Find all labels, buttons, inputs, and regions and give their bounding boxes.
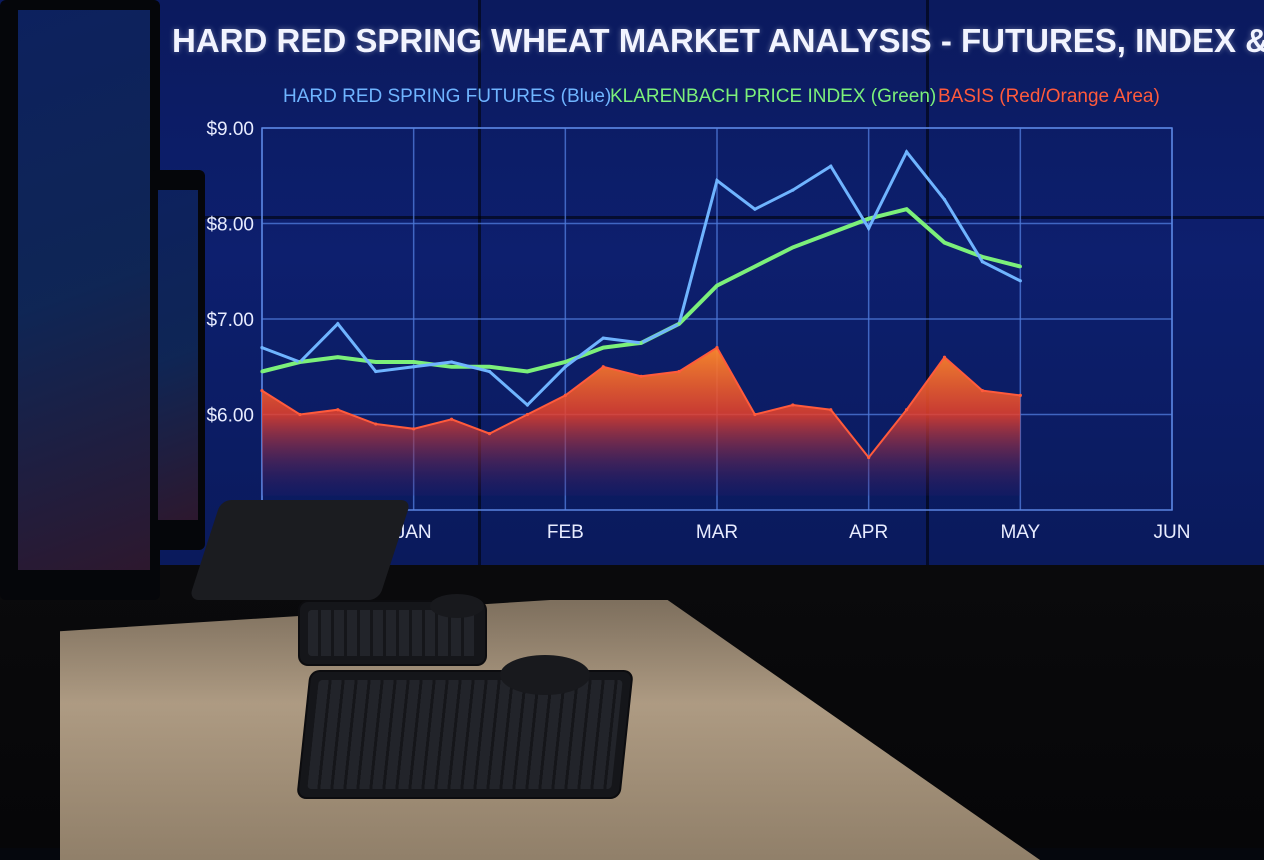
index-point [904,207,909,211]
y-tick-label: $9.00 [206,119,254,140]
futures-point [829,164,833,168]
legend-basis: BASIS (Red/Orange Area) [938,86,1160,107]
y-tick-label: $6.00 [206,406,254,427]
futures-line [261,149,1021,408]
x-tick-label: JAN [396,522,432,543]
chart-title: HARD RED SPRING WHEAT MARKET ANALYSIS - … [172,22,1264,59]
x-tick-label: JUN [1154,522,1191,543]
basis-area [262,347,1021,496]
keyboard-front[interactable] [298,672,632,797]
index-point [412,360,416,364]
monitor-screen [18,10,150,570]
index-point [601,346,605,350]
index-point [677,322,681,326]
futures-point [1018,279,1022,283]
index-point [525,369,530,374]
mouse-back[interactable] [430,594,484,618]
legend-futures: HARD RED SPRING FUTURES (Blue) [283,86,612,107]
index-point [449,365,454,369]
chart-svg: $9.00 $8.00 $7.00 $6.00 JAN FEB MAR APR MAY JUN [206,119,1191,543]
basis-point [980,389,985,393]
index-point [980,255,985,259]
futures-point [487,369,492,374]
screen-seam [478,0,481,565]
basis-point [487,432,492,436]
futures-point [904,150,909,154]
basis-point [904,408,909,412]
basis-point [260,389,264,393]
basis-point [753,412,757,417]
futures-point [942,198,947,202]
futures-point [449,360,454,364]
futures-point [753,207,757,211]
index-point [867,217,871,221]
basis-point [829,408,833,412]
futures-point [525,403,530,407]
basis-point [374,422,378,426]
x-axis: JAN FEB MAR APR MAY JUN [396,522,1191,543]
index-point [563,360,567,364]
index-point [298,360,302,364]
futures-point [980,260,985,264]
second-monitor [150,170,205,550]
futures-point [791,188,795,192]
basis-point [449,417,454,421]
index-line [261,207,1021,374]
basis-point [639,374,643,378]
mouse-front[interactable] [500,655,590,695]
index-point [942,241,947,245]
video-wall: HARD RED SPRING WHEAT MARKET ANALYSIS - … [0,0,1264,565]
legend-index: KLARENBACH PRICE INDEX (Green) [610,86,937,107]
desk-phone[interactable] [188,500,412,600]
index-point [336,355,340,359]
basis-point [677,369,681,374]
x-tick-label: FEB [547,522,584,543]
basis-point [563,393,567,397]
data-points [260,150,1022,460]
basis-point [601,365,605,369]
futures-point [715,178,719,183]
futures-point [601,336,605,340]
basis-point [336,408,340,412]
futures-point [867,226,871,230]
y-tick-label: $8.00 [206,215,254,236]
index-point [715,283,719,288]
futures-point [260,346,264,350]
grid [261,127,1173,511]
screen-seam [0,216,1264,219]
futures-point [374,369,378,374]
basis-point [867,455,871,460]
basis-point [298,412,302,417]
index-point [260,369,264,374]
basis-point [1018,393,1022,397]
monitor-screen [158,190,198,520]
basis-point [715,346,719,350]
index-point [829,231,833,235]
futures-point [563,365,567,369]
x-tick-label: APR [849,522,888,543]
index-point [753,264,757,269]
basis-point [791,403,795,407]
basis-point [942,355,947,359]
futures-point [336,322,340,326]
y-axis: $9.00 $8.00 $7.00 $6.00 [206,119,254,427]
index-point [639,341,643,345]
index-point [1018,264,1022,269]
y-tick-label: $7.00 [206,310,254,331]
basis-point [525,412,530,417]
screen-seam [926,0,929,565]
index-point [791,245,795,249]
basis-point [412,427,416,431]
plot-frame [261,127,1173,511]
x-tick-label: MAR [696,522,738,543]
x-tick-label: MAY [1000,522,1040,543]
index-point [487,365,492,369]
index-point [374,360,378,364]
futures-point [412,365,416,369]
foreground-monitor [0,0,160,600]
